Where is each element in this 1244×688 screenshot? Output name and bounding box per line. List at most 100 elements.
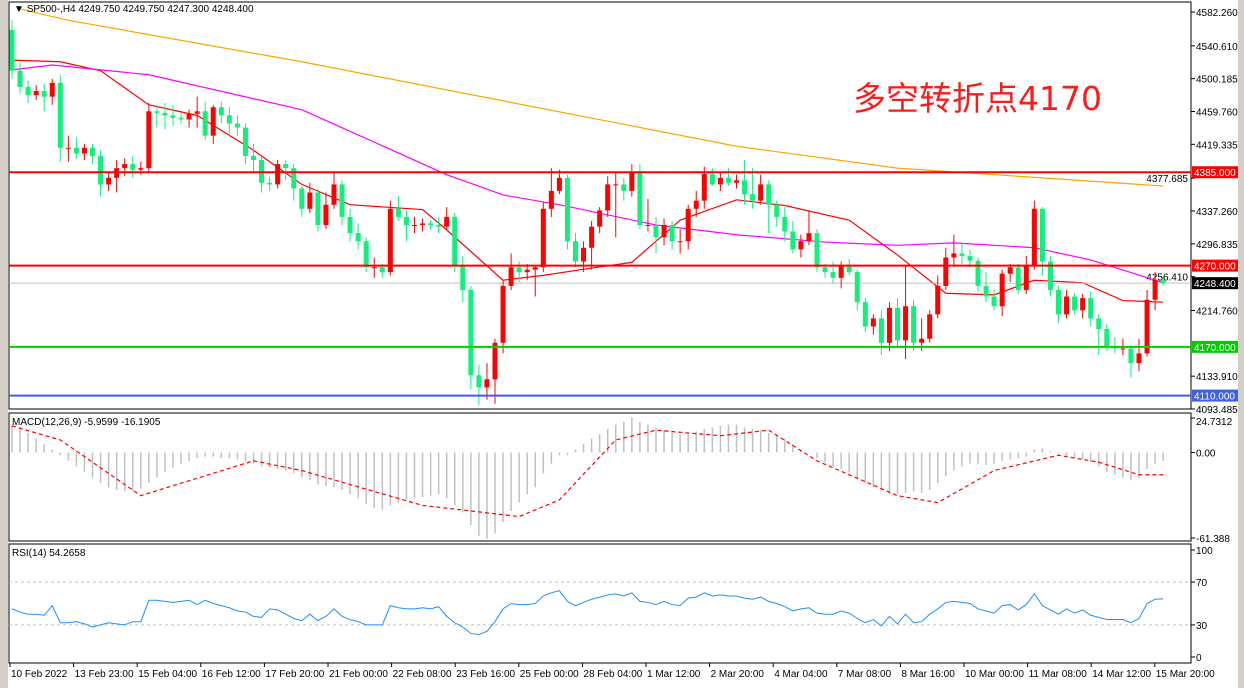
candle-body <box>975 260 981 286</box>
window-left-border <box>0 0 8 688</box>
candle <box>81 143 87 161</box>
candle-body <box>790 231 796 250</box>
y-tick-label: 4377.685 <box>1146 174 1188 185</box>
candle-body <box>170 115 176 118</box>
candle-body <box>653 225 659 238</box>
candle <box>1136 338 1142 372</box>
candle-body <box>412 225 417 227</box>
candle-body <box>564 177 570 242</box>
candle <box>750 168 756 209</box>
candle-body <box>935 285 941 315</box>
candle <box>959 242 965 265</box>
level-price-tag <box>1192 389 1238 402</box>
candle <box>798 234 804 258</box>
candle-body <box>436 225 442 227</box>
candle-body <box>395 208 401 217</box>
candle <box>331 172 337 209</box>
rsi-label: RSI(14) 54.2658 <box>12 548 86 559</box>
candle-body <box>645 225 651 227</box>
candle <box>790 220 796 254</box>
candle <box>951 234 957 266</box>
candle <box>597 207 603 234</box>
candle <box>17 62 23 94</box>
candle <box>476 364 482 406</box>
candle-body <box>701 173 707 201</box>
candle-body <box>1031 208 1037 266</box>
macd-panel[interactable]: 24.7312 0.00 -61.388 <box>8 412 1233 545</box>
candle <box>717 172 723 191</box>
current-price-tag <box>1192 277 1238 290</box>
candle <box>146 103 152 173</box>
candle <box>967 249 973 268</box>
candle-body <box>210 107 216 136</box>
candle-body <box>355 233 361 242</box>
candle-body <box>146 111 152 169</box>
candle-body <box>661 225 667 238</box>
window-right-border <box>1238 0 1244 688</box>
candle <box>742 160 748 205</box>
candle-body <box>903 306 909 341</box>
candle-body <box>347 216 353 234</box>
candle <box>251 143 256 173</box>
candle-body <box>613 184 619 186</box>
y-tick-label: 100 <box>1196 546 1213 557</box>
candle-body <box>25 86 31 96</box>
candle <box>25 80 31 104</box>
candle-body <box>1088 298 1094 319</box>
candle <box>234 115 240 136</box>
candle-body <box>870 318 876 327</box>
x-tick-label: 14 Mar 12:00 <box>1092 669 1151 680</box>
candle-body <box>742 180 748 195</box>
panel-border <box>8 1 1192 410</box>
candle-body <box>363 241 369 268</box>
candle-body <box>725 177 731 183</box>
candle <box>226 107 232 136</box>
level-price-label: 4170.000 <box>1194 343 1236 354</box>
candle-body <box>500 285 506 343</box>
symbol-header[interactable]: ▼ SP500-,H4 4249.750 4249.750 4247.300 4… <box>14 4 254 15</box>
candle-body <box>98 155 104 185</box>
candle-body <box>403 216 409 226</box>
candle <box>1128 345 1134 378</box>
level-price-label: 4270.000 <box>1194 262 1236 273</box>
candle <box>669 220 675 250</box>
candle-body <box>637 172 643 226</box>
candle-body <box>226 115 232 124</box>
y-tick-label: 0.00 <box>1196 448 1216 459</box>
candle-body <box>33 90 39 96</box>
x-tick-label: 25 Feb 00:00 <box>520 669 579 680</box>
candle-body <box>65 147 71 149</box>
candle-body <box>420 223 426 226</box>
x-tick-label: 15 Feb 04:00 <box>138 669 197 680</box>
candle <box>323 192 329 230</box>
candle-body <box>717 177 723 185</box>
candle <box>1023 255 1029 295</box>
y-tick-label: 4337.260 <box>1196 207 1238 218</box>
candle-body <box>1056 289 1061 315</box>
candle <box>444 207 450 230</box>
candle-body <box>629 172 635 191</box>
candle <box>508 253 514 290</box>
candle-body <box>106 177 112 185</box>
x-tick-label: 10 Feb 2022 <box>11 669 68 680</box>
candle <box>484 363 490 400</box>
candle-body <box>428 223 434 226</box>
candle <box>846 259 852 276</box>
x-tick-label: 13 Feb 23:00 <box>75 669 134 680</box>
y-tick-label: 4419.335 <box>1196 140 1238 151</box>
level-price-label: 4385.000 <box>1194 168 1236 179</box>
candle-body <box>959 253 965 256</box>
candle-body <box>444 216 450 227</box>
price-panel[interactable]: 4582.260 4540.610 4500.185 4459.760 4419.335… <box>8 1 1238 416</box>
candle-body <box>194 111 200 114</box>
candle-body <box>822 267 828 273</box>
candle <box>709 168 715 187</box>
candle <box>202 101 208 140</box>
candle-body <box>1007 267 1013 274</box>
rsi-panel[interactable]: 100 70 30 0 <box>8 543 1213 664</box>
candle-body <box>1128 348 1134 364</box>
candle-body <box>1015 267 1021 290</box>
candle <box>766 180 772 234</box>
dropdown-triangle-icon[interactable]: ▼ <box>14 4 27 15</box>
